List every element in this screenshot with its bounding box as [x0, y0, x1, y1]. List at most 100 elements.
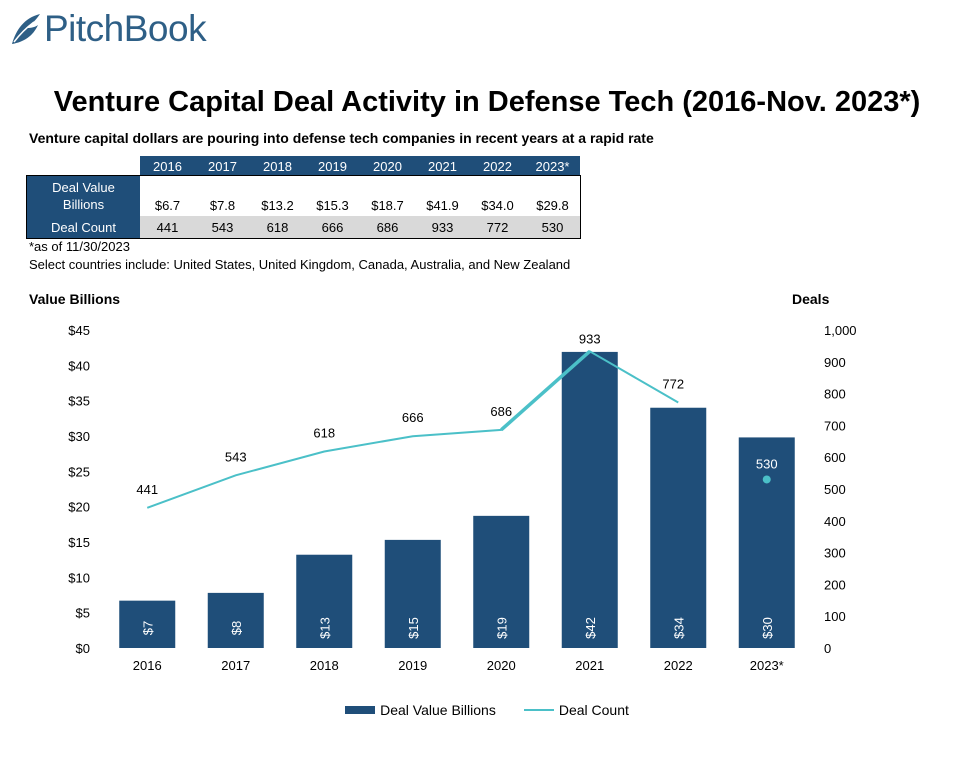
- combo-chart: $0 $5 $10 $15 $20 $25 $30 $35 $40 $45 0 100 200 300 40…: [68, 323, 857, 673]
- x-axis-tick-label: 2021: [575, 658, 604, 673]
- asof-note: *as of 11/30/2023: [29, 239, 130, 254]
- summary-header-row: 2016 2017 2018 2019 2020 2021 2022 2023*: [27, 156, 580, 176]
- bar: [384, 539, 441, 648]
- line-data-label: 666: [402, 410, 424, 425]
- deal-value-cell: $13.2: [261, 198, 294, 213]
- right-axis-tick-label: 100: [824, 609, 846, 624]
- year-header: 2019: [305, 156, 360, 176]
- right-axis-tick-label: 600: [824, 450, 846, 465]
- left-axis-tick-label: $40: [68, 358, 90, 373]
- deal-value-cell: $41.9: [426, 198, 459, 213]
- left-axis-title: Value Billions: [29, 291, 121, 307]
- left-axis-tick-label: $10: [68, 570, 90, 585]
- right-axis-tick-label: 400: [824, 514, 846, 529]
- deal-count-cell: 543: [195, 216, 250, 238]
- bar: [207, 592, 264, 648]
- right-axis-tick-label: 200: [824, 577, 846, 592]
- line-data-label: 686: [490, 404, 512, 419]
- deal-count-cell: 772: [470, 216, 525, 238]
- x-axis-tick-label: 2019: [398, 658, 427, 673]
- bar-data-label: $42: [583, 617, 598, 639]
- bar: [119, 600, 176, 648]
- deal-value-cell: $18.7: [371, 198, 404, 213]
- bar-data-label: $34: [671, 617, 686, 639]
- deal-value-cell: $34.0: [481, 198, 514, 213]
- right-axis-tick-label: 900: [824, 355, 846, 370]
- deal-count-cell: 933: [415, 216, 470, 238]
- year-header: 2016: [140, 156, 195, 176]
- deal-count-marker: [762, 475, 771, 484]
- bar: [650, 407, 707, 648]
- deal-value-row-label: Deal Value Billions: [27, 176, 140, 216]
- year-header: 2022: [470, 156, 525, 176]
- summary-corner-cell: [27, 156, 140, 176]
- deal-count-row: Deal Count 441 543 618 666 686 933 772 5…: [27, 216, 580, 238]
- left-axis-tick-label: $30: [68, 429, 90, 444]
- countries-note: Select countries include: United States,…: [29, 257, 571, 272]
- bar: [473, 515, 530, 648]
- legend-line-label: Deal Count: [558, 702, 629, 718]
- deal-count-cell: 666: [305, 216, 360, 238]
- deal-value-cell: $6.7: [154, 198, 181, 213]
- bar: [561, 351, 618, 648]
- deal-value-cell: $29.8: [536, 198, 569, 213]
- x-axis-tick-label: 2017: [221, 658, 250, 673]
- deal-value-cell: $15.3: [316, 198, 349, 213]
- right-axis-tick-label: 300: [824, 546, 846, 561]
- logo-text: PitchBook: [44, 8, 207, 49]
- left-axis-tick-label: $20: [68, 500, 90, 515]
- pitchbook-leaf-icon: [12, 14, 40, 44]
- legend-bar-label: Deal Value Billions: [380, 702, 496, 718]
- bar-data-label: $8: [229, 621, 244, 635]
- deal-count-cell: 530: [525, 216, 580, 238]
- pitchbook-logo: PitchBook: [8, 8, 207, 50]
- right-axis-tick-label: 800: [824, 387, 846, 402]
- line-data-label: 772: [662, 377, 684, 392]
- deal-count-row-label: Deal Count: [27, 216, 140, 238]
- left-axis-tick-label: $35: [68, 394, 90, 409]
- right-axis-tick-label: 500: [824, 482, 846, 497]
- line-data-label: 618: [313, 425, 335, 440]
- bar-data-label: $13: [317, 617, 332, 639]
- left-axis-tick-label: $45: [68, 323, 90, 338]
- deal-value-cell: $7.8: [209, 198, 236, 213]
- bar: [738, 437, 795, 648]
- page-subtitle: Venture capital dollars are pouring into…: [29, 130, 654, 146]
- summary-table: 2016 2017 2018 2019 2020 2021 2022 2023*…: [26, 156, 581, 239]
- year-header: 2018: [250, 156, 305, 176]
- deal-count-line-highlight: [500, 349, 591, 432]
- left-axis-tick-label: $25: [68, 464, 90, 479]
- right-axis-tick-label: 0: [824, 641, 831, 656]
- year-header: 2023*: [525, 156, 580, 176]
- year-header: 2021: [415, 156, 470, 176]
- bar: [296, 554, 353, 648]
- x-axis-tick-label: 2023*: [750, 658, 784, 673]
- page-title: Venture Capital Deal Activity in Defense…: [53, 86, 921, 118]
- left-axis-tick-label: $0: [76, 641, 90, 656]
- line-data-label: 441: [136, 482, 158, 497]
- right-axis-tick-label: 700: [824, 418, 846, 433]
- right-axis-title: Deals: [792, 291, 830, 307]
- bar-data-label: $19: [494, 617, 509, 639]
- bar-data-label: $7: [140, 621, 155, 635]
- deal-value-row: Deal Value Billions $6.7 $7.8 $13.2 $15.3…: [27, 176, 580, 216]
- legend-bar-swatch: [345, 706, 376, 714]
- x-axis-tick-label: 2020: [487, 658, 516, 673]
- line-data-label: 543: [225, 449, 247, 464]
- deal-count-cell: 441: [140, 216, 195, 238]
- right-axis-tick-label: 1,000: [824, 323, 857, 338]
- chart-legend: Deal Value Billions Deal Count: [0, 702, 974, 718]
- left-axis-tick-label: $5: [76, 606, 90, 621]
- year-header: 2020: [360, 156, 415, 176]
- bar-data-label: $15: [406, 617, 421, 639]
- x-axis-tick-label: 2016: [133, 658, 162, 673]
- year-header: 2017: [195, 156, 250, 176]
- line-data-label: 933: [579, 331, 601, 346]
- x-axis-tick-label: 2018: [310, 658, 339, 673]
- deal-count-cell: 686: [360, 216, 415, 238]
- left-axis-tick-label: $15: [68, 535, 90, 550]
- bar-data-label: $30: [760, 617, 775, 639]
- line-data-label: 530: [756, 456, 778, 471]
- deal-count-cell: 618: [250, 216, 305, 238]
- x-axis-tick-label: 2022: [664, 658, 693, 673]
